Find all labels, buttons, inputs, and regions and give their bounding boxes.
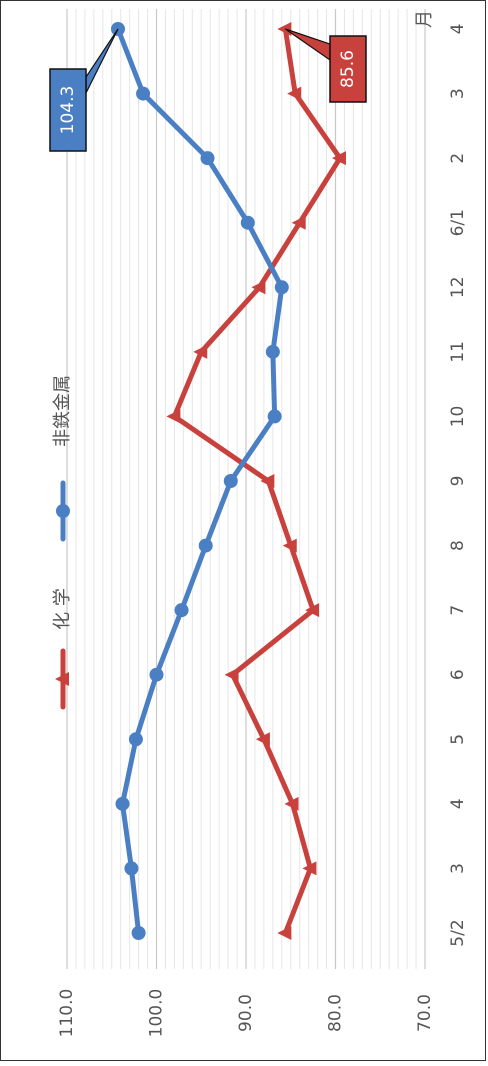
data-point — [56, 504, 70, 518]
x-tick-label: 10 — [448, 406, 468, 428]
series-chemistry — [166, 22, 346, 940]
data-point — [55, 672, 69, 686]
x-tick-label: 5 — [448, 734, 468, 745]
data-point — [131, 926, 146, 940]
data-point — [287, 86, 302, 101]
x-tick-label: 8 — [448, 540, 468, 551]
legend-item: 化 学 — [52, 588, 73, 710]
x-unit-label: 月 — [414, 10, 435, 28]
x-tick-label: 2 — [448, 153, 468, 164]
x-tick-label: 3 — [448, 88, 468, 99]
data-point — [305, 603, 320, 618]
data-point — [260, 474, 275, 488]
data-point — [149, 667, 164, 682]
data-point — [291, 215, 306, 230]
legend-item: 非鉄金属 — [52, 375, 73, 542]
legend-label: 非鉄金属 — [52, 375, 73, 447]
data-point — [251, 280, 266, 295]
data-point — [277, 22, 292, 36]
x-tick-label: 6 — [448, 669, 468, 680]
y-tick-label: 70.0 — [415, 994, 435, 1032]
callout-box — [329, 35, 367, 103]
x-tick-label: 12 — [448, 276, 468, 298]
x-tick-label: 11 — [448, 341, 468, 363]
callout-label: 85.6 — [338, 50, 358, 88]
data-point — [302, 861, 317, 876]
data-point — [223, 474, 238, 488]
data-point — [136, 86, 151, 101]
data-point — [282, 538, 297, 553]
x-tick-label: 7 — [448, 605, 468, 616]
data-point — [331, 151, 346, 166]
x-tick-label: 4 — [448, 798, 468, 809]
data-point — [284, 796, 299, 811]
data-point — [198, 538, 213, 553]
data-point — [277, 926, 292, 940]
data-point — [265, 344, 280, 359]
x-tick-label: 5/2 — [448, 919, 468, 946]
data-point — [274, 280, 289, 295]
y-tick-label: 90.0 — [236, 994, 256, 1032]
data-point — [174, 603, 189, 618]
callout-label: 104.3 — [58, 86, 78, 135]
data-point — [240, 215, 255, 230]
data-point — [115, 796, 130, 811]
data-point — [124, 861, 139, 876]
x-tick-labels: 5/2 3 4 5 6 7 8 9 10 11 12 6/1 2 3 4 — [448, 24, 468, 947]
series-nonferrous — [111, 22, 289, 940]
data-point — [166, 409, 181, 424]
x-tick-label: 6/1 — [448, 209, 468, 236]
y-tick-label: 80.0 — [326, 994, 346, 1032]
data-point — [255, 732, 270, 747]
data-point — [224, 667, 239, 682]
data-point — [267, 409, 282, 424]
series-layer — [111, 22, 346, 940]
data-point — [128, 732, 143, 747]
data-point — [193, 344, 208, 359]
gridlines — [66, 9, 426, 969]
y-tick-label: 100.0 — [147, 989, 167, 1038]
data-point — [200, 151, 215, 166]
legend-label: 化 学 — [52, 588, 73, 630]
data-callouts: 85.6 104.3 — [49, 28, 367, 152]
y-tick-label: 110.0 — [57, 989, 77, 1038]
callout-box — [49, 68, 87, 152]
y-tick-labels: 70.0 80.0 90.0 100.0 110.0 — [57, 989, 435, 1038]
x-tick-label: 4 — [448, 24, 468, 35]
x-tick-label: 3 — [448, 863, 468, 874]
x-tick-label: 9 — [448, 476, 468, 487]
